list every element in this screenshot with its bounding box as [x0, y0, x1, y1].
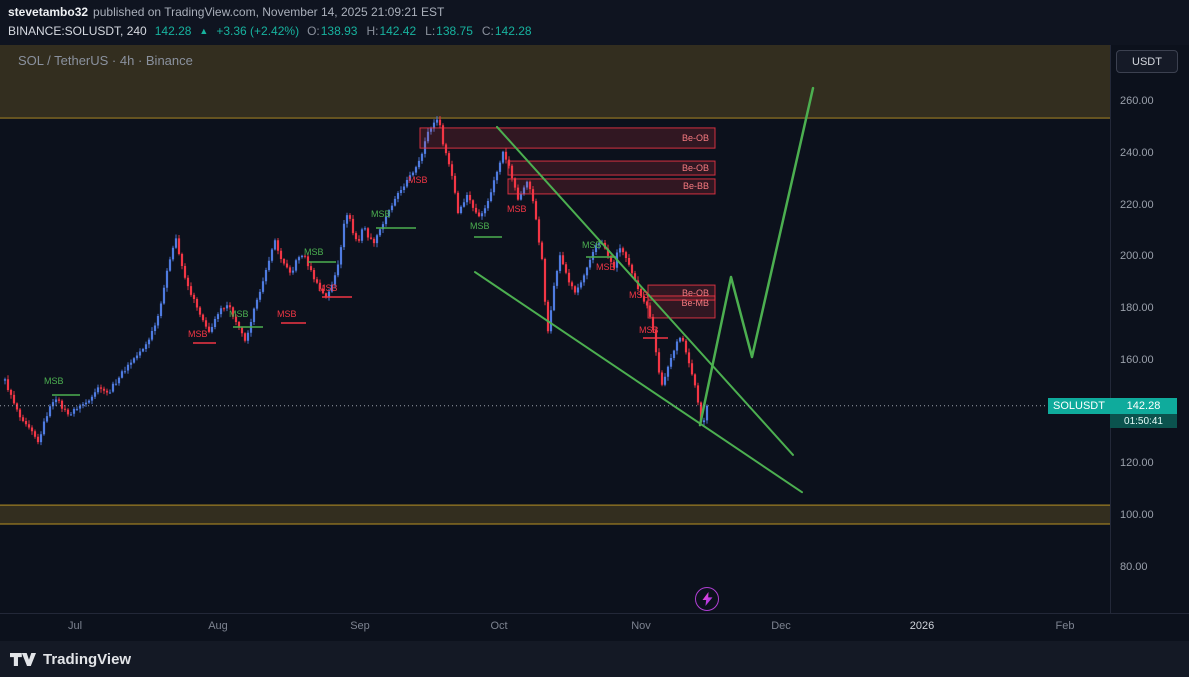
price-change: +3.36 (+2.42%) [216, 24, 300, 38]
order-block-zone[interactable] [419, 127, 716, 149]
badge-price: 142.28 [1126, 400, 1161, 412]
tradingview-logo[interactable]: TradingView [10, 651, 131, 668]
upper-resistance-band[interactable] [0, 45, 1110, 119]
chart-legend[interactable]: SOL / TetherUS · 4h · Binance [18, 53, 193, 68]
published-text: published on TradingView.com, November 1… [93, 5, 445, 19]
order-block-zone[interactable] [647, 295, 716, 319]
last-price: 142.28 [154, 24, 192, 38]
symbol-status-line: BINANCE:SOLUSDT, 240 142.28 ▲ +3.36 (+2.… [8, 24, 533, 38]
lower-support-band[interactable] [0, 505, 1110, 525]
badge-symbol: SOLUSDT [1053, 400, 1105, 412]
price-axis[interactable] [1110, 45, 1189, 613]
currency-button[interactable]: USDT [1116, 50, 1178, 73]
projection-zigzag[interactable] [698, 86, 815, 427]
order-block-zone[interactable] [507, 160, 716, 176]
publish-meta: stevetambo32 published on TradingView.com… [8, 5, 444, 19]
symbol-interval: BINANCE:SOLUSDT, 240 [8, 24, 147, 38]
descending-line-upper[interactable] [496, 125, 794, 456]
ohlc-high: H:142.42 [366, 24, 417, 38]
change-up-arrow-icon: ▲ [199, 26, 209, 36]
footer-bar: TradingView [0, 641, 1189, 677]
price-chart-canvas[interactable] [0, 45, 1110, 613]
time-axis[interactable] [0, 613, 1189, 641]
ohlc-close: C:142.28 [481, 24, 532, 38]
snapshot-header: stevetambo32 published on TradingView.com… [0, 0, 1189, 45]
order-block-zone[interactable] [507, 178, 716, 195]
up-candle-bodies [3, 119, 709, 443]
bar-countdown: 01:50:41 [1110, 414, 1177, 428]
tradingview-logomark-icon [10, 652, 36, 666]
author-username[interactable]: stevetambo32 [8, 5, 89, 19]
ohlc-open: O:138.93 [307, 24, 358, 38]
brand-name: TradingView [43, 650, 132, 668]
descending-line-lower[interactable] [474, 271, 803, 494]
chart-plot-area[interactable] [0, 45, 1110, 613]
boost-button[interactable] [695, 587, 719, 611]
current-price-badge: SOLUSDT 142.28 [1048, 398, 1177, 414]
ohlc-low: L:138.75 [425, 24, 473, 38]
lightning-icon [702, 592, 712, 606]
